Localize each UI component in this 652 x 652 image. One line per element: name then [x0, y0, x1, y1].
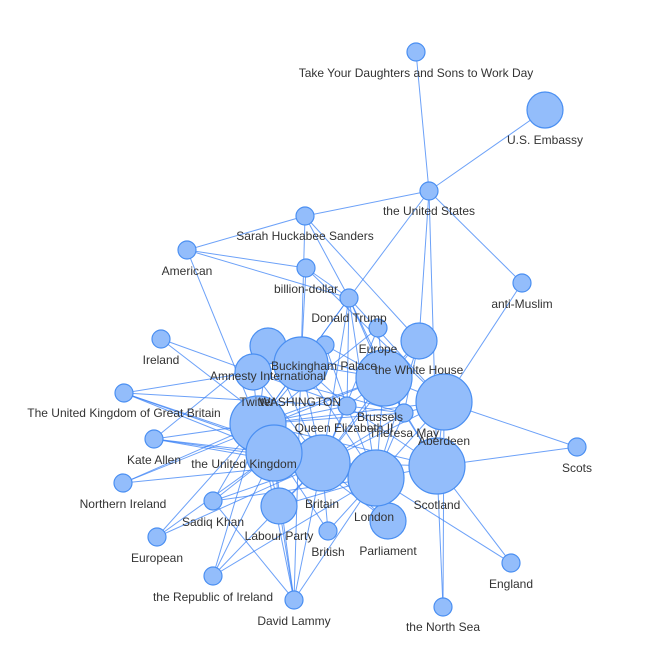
- node-layer: [113, 42, 587, 617]
- edge-united_states-white_house: [418, 190, 430, 342]
- node-label-queen: Queen Elizabeth II: [295, 421, 394, 435]
- node-scots[interactable]: [567, 437, 587, 457]
- node-lammy[interactable]: [284, 590, 304, 610]
- node-britain[interactable]: [293, 434, 351, 492]
- node-united-states[interactable]: [419, 181, 439, 201]
- node-european[interactable]: [147, 527, 167, 547]
- edge-us_embassy-united_states: [428, 109, 546, 192]
- node-trump[interactable]: [339, 288, 359, 308]
- node-label-lammy: David Lammy: [257, 614, 330, 628]
- node-label-the-uk: the United Kingdom: [191, 457, 296, 471]
- node-aberdeen[interactable]: [415, 373, 473, 431]
- node-white-house[interactable]: [400, 322, 438, 360]
- node-label-brussels: Brussels: [357, 410, 403, 424]
- edge-washington-queen: [324, 344, 348, 407]
- node-labour[interactable]: [260, 487, 298, 525]
- edge-north_sea-aberdeen: [442, 401, 445, 608]
- node-buckingham[interactable]: [273, 336, 329, 392]
- node-label-twitter: Twitter: [239, 395, 274, 409]
- edge-lammy-buckingham: [293, 363, 302, 601]
- node-sadiq[interactable]: [203, 491, 223, 511]
- edge-united_states-trump: [348, 190, 430, 299]
- node-label-take-daughters: Take Your Daughters and Sons to Work Day: [299, 66, 534, 80]
- node-label-sanders: Sarah Huckabee Sanders: [236, 229, 373, 243]
- node-label-amnesty: Amnesty International: [210, 369, 326, 383]
- edge-american-billion_dollar: [186, 249, 307, 269]
- node-label-anti-muslim: anti-Muslim: [491, 297, 552, 311]
- node-take-daughters[interactable]: [406, 42, 426, 62]
- node-label-united-states: the United States: [383, 204, 475, 218]
- node-label-european: European: [131, 551, 183, 565]
- node-label-white-house: the White House: [375, 363, 464, 377]
- node-label-parliament: Parliament: [359, 544, 417, 558]
- node-american[interactable]: [177, 240, 197, 260]
- node-label-buckingham: Buckingham Palace: [271, 359, 377, 373]
- node-may[interactable]: [394, 403, 414, 423]
- node-label-sadiq: Sadiq Khan: [182, 515, 244, 529]
- node-billion-dollar[interactable]: [296, 258, 316, 278]
- node-label-britain: Britain: [305, 497, 339, 511]
- node-england[interactable]: [501, 553, 521, 573]
- node-label-washington: WASHINGTON: [259, 395, 341, 409]
- node-label-republic-ireland: the Republic of Ireland: [153, 590, 273, 604]
- node-north-sea[interactable]: [433, 597, 453, 617]
- edge-united_states-sanders: [304, 190, 430, 217]
- node-scotland[interactable]: [408, 437, 466, 495]
- edge-sanders-trump: [304, 215, 350, 299]
- node-british[interactable]: [318, 521, 338, 541]
- node-us-embassy[interactable]: [526, 91, 564, 129]
- node-label-england: England: [489, 577, 533, 591]
- node-europe[interactable]: [368, 318, 388, 338]
- edge-american-trump: [186, 249, 350, 299]
- node-label-northern-ireland: Northern Ireland: [80, 497, 167, 511]
- node-northern-ireland[interactable]: [113, 473, 133, 493]
- node-kate-allen[interactable]: [144, 429, 164, 449]
- node-label-london: London: [354, 510, 394, 524]
- node-uk[interactable]: [114, 383, 134, 403]
- edge-republic_ireland-london: [212, 477, 377, 577]
- edge-american-the_uk: [186, 249, 259, 425]
- node-label-scots: Scots: [562, 461, 592, 475]
- node-label-ireland: Ireland: [143, 353, 180, 367]
- node-brussels[interactable]: [355, 349, 413, 407]
- node-label-us-embassy: U.S. Embassy: [507, 133, 583, 147]
- node-label-billion-dollar: billion-dollar: [274, 282, 338, 296]
- node-twitter[interactable]: [234, 353, 272, 391]
- node-republic-ireland[interactable]: [203, 566, 223, 586]
- node-ireland[interactable]: [151, 329, 171, 349]
- node-label-uk: The United Kingdom of Great Britain: [27, 406, 220, 420]
- edge-sanders-white_house: [304, 215, 420, 342]
- node-label-aberdeen: Aberdeen: [418, 434, 470, 448]
- node-anti-muslim[interactable]: [512, 273, 532, 293]
- edge-take_daughters-united_states: [415, 51, 430, 192]
- node-label-may: Theresa May: [369, 426, 439, 440]
- edge-lammy-sadiq: [212, 500, 295, 601]
- node-hub[interactable]: [245, 424, 303, 482]
- node-label-trump: Donald Trump: [311, 311, 387, 325]
- edge-sanders-american: [186, 215, 306, 251]
- node-sanders[interactable]: [295, 206, 315, 226]
- node-label-kate-allen: Kate Allen: [127, 453, 181, 467]
- node-label-american: American: [162, 264, 213, 278]
- edge-united_states-anti_muslim: [428, 190, 523, 284]
- label-layer: Take Your Daughters and Sons to Work Day…: [27, 66, 592, 634]
- node-label-scotland: Scotland: [414, 498, 461, 512]
- edge-european-britain: [156, 462, 323, 538]
- node-label-labour: Labour Party: [245, 529, 314, 543]
- node-label-north-sea: the North Sea: [406, 620, 480, 634]
- node-label-europe: Europe: [359, 342, 398, 356]
- node-london[interactable]: [347, 449, 405, 507]
- node-label-british: British: [311, 545, 344, 559]
- node-queen[interactable]: [337, 396, 357, 416]
